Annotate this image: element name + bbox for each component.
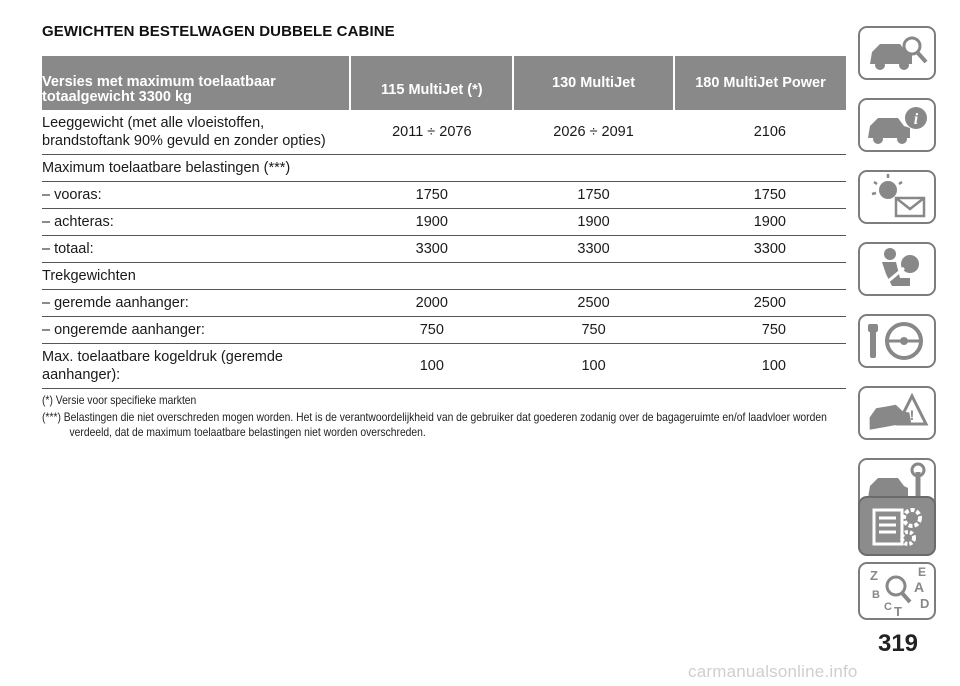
page-title: GEWICHTEN BESTELWAGEN DUBBELE CABINE — [42, 23, 395, 40]
cell-180: 2500 — [673, 289, 846, 317]
cell-130: 750 — [513, 316, 674, 344]
tab-emergency[interactable]: ! — [858, 386, 936, 440]
cell-130: 1750 — [513, 181, 674, 209]
cell-130: 3300 — [513, 235, 674, 263]
cell-180 — [673, 154, 846, 182]
table-row: Max. toelaatbare kogeldruk (geremde aanh… — [42, 343, 846, 389]
tab-car-info[interactable]: i — [858, 98, 936, 152]
table-row: – totaal: 3300 3300 3300 — [42, 235, 846, 263]
watermark: carmanualsonline.info — [688, 662, 858, 681]
svg-text:E: E — [918, 565, 926, 579]
row-label: – totaal: — [42, 235, 351, 263]
tab-specifications[interactable] — [858, 496, 936, 556]
cell-180: 1750 — [673, 181, 846, 209]
car-hazard-icon: ! — [869, 392, 929, 430]
cell-180: 2106 — [673, 110, 846, 155]
cell-180: 750 — [673, 316, 846, 344]
table-row: – achteras: 1900 1900 1900 — [42, 208, 846, 236]
svg-text:Z: Z — [870, 568, 878, 583]
tab-car-search[interactable] — [858, 26, 936, 80]
tab-steering[interactable] — [858, 314, 936, 368]
row-label: – vooras: — [42, 181, 351, 209]
footnote-version: (*) Versie voor specifieke markten — [42, 393, 197, 407]
header-130-multijet: 130 MultiJet — [513, 56, 675, 110]
row-label: Max. toelaatbare kogeldruk (geremde aanh… — [42, 343, 351, 389]
specifications-gear-icon — [872, 508, 922, 546]
cell-130 — [513, 262, 674, 290]
header-180-multijet-power: 180 MultiJet Power — [673, 56, 846, 110]
table-row: Leeggewicht (met alle vloeistoffen, bran… — [42, 110, 846, 155]
cell-180: 100 — [673, 343, 846, 389]
car-search-icon — [870, 36, 928, 70]
cell-115: 100 — [350, 343, 514, 389]
car-info-icon: i — [868, 107, 927, 144]
tab-warning-lights[interactable] — [858, 170, 936, 224]
cell-130: 1900 — [513, 208, 674, 236]
cell-115: 3300 — [350, 235, 514, 263]
row-label: – ongeremde aanhanger: — [42, 316, 351, 344]
row-label: Trekgewichten — [42, 262, 351, 290]
warning-light-envelope-icon — [871, 174, 926, 218]
weights-table: Versies met maximum toelaatbaar totaalge… — [42, 56, 846, 389]
header-versions-line1: Versies met maximum toelaatbaar — [42, 74, 276, 90]
steering-wheel-key-icon — [868, 322, 923, 360]
svg-text:D: D — [920, 596, 929, 611]
header-115-multijet: 115 MultiJet (*) — [350, 56, 515, 110]
cell-180 — [673, 262, 846, 290]
cell-180: 3300 — [673, 235, 846, 263]
row-label-line2: brandstoftank 90% gevuld en zonder optie… — [42, 133, 326, 149]
cell-115 — [350, 262, 514, 290]
cell-130: 2500 — [513, 289, 674, 317]
svg-text:A: A — [914, 579, 924, 595]
tab-airbag[interactable] — [858, 242, 936, 296]
table-row: Maximum toelaatbare belastingen (***) — [42, 154, 846, 182]
index-search-icon: Z E A B C T D — [870, 565, 929, 618]
table-header-row: Versies met maximum toelaatbaar totaalge… — [42, 56, 846, 110]
cell-115: 750 — [350, 316, 514, 344]
page-number: 319 — [877, 630, 919, 657]
row-label: – achteras: — [42, 208, 351, 236]
cell-130 — [513, 154, 674, 182]
cell-115 — [350, 154, 514, 182]
cell-115: 2011 ÷ 2076 — [350, 110, 514, 155]
cell-115: 2000 — [350, 289, 514, 317]
svg-text:B: B — [872, 589, 880, 601]
header-versions-line2: totaalgewicht 3300 kg — [42, 89, 192, 105]
row-label: Maximum toelaatbare belastingen (***) — [42, 154, 351, 182]
row-label-line1: Leeggewicht (met alle vloeistoffen, — [42, 115, 265, 131]
svg-text:i: i — [914, 111, 919, 128]
svg-text:T: T — [894, 604, 902, 618]
airbag-seat-icon — [879, 248, 919, 290]
row-label: Leeggewicht (met alle vloeistoffen, bran… — [42, 110, 351, 155]
header-versions: Versies met maximum toelaatbaar totaalge… — [42, 56, 352, 110]
footnotes: (*) Versie voor specifieke markten (***)… — [42, 393, 848, 442]
svg-text:!: ! — [910, 407, 915, 423]
cell-115: 1900 — [350, 208, 514, 236]
tab-index[interactable]: Z E A B C T D — [858, 562, 936, 620]
table-row: Trekgewichten — [42, 262, 846, 290]
row-label-line1: Max. toelaatbare kogeldruk (geremde — [42, 349, 283, 365]
cell-180: 1900 — [673, 208, 846, 236]
row-label: – geremde aanhanger: — [42, 289, 351, 317]
footnote-loads: (***) Belastingen die niet overschreden … — [42, 410, 827, 439]
table-row: – ongeremde aanhanger: 750 750 750 — [42, 316, 846, 344]
cell-130: 2026 ÷ 2091 — [513, 110, 674, 155]
svg-text:C: C — [884, 601, 892, 613]
cell-115: 1750 — [350, 181, 514, 209]
cell-130: 100 — [513, 343, 674, 389]
table-row: – vooras: 1750 1750 1750 — [42, 181, 846, 209]
table-row: – geremde aanhanger: 2000 2500 2500 — [42, 289, 846, 317]
row-label-line2: aanhanger): — [42, 367, 121, 383]
